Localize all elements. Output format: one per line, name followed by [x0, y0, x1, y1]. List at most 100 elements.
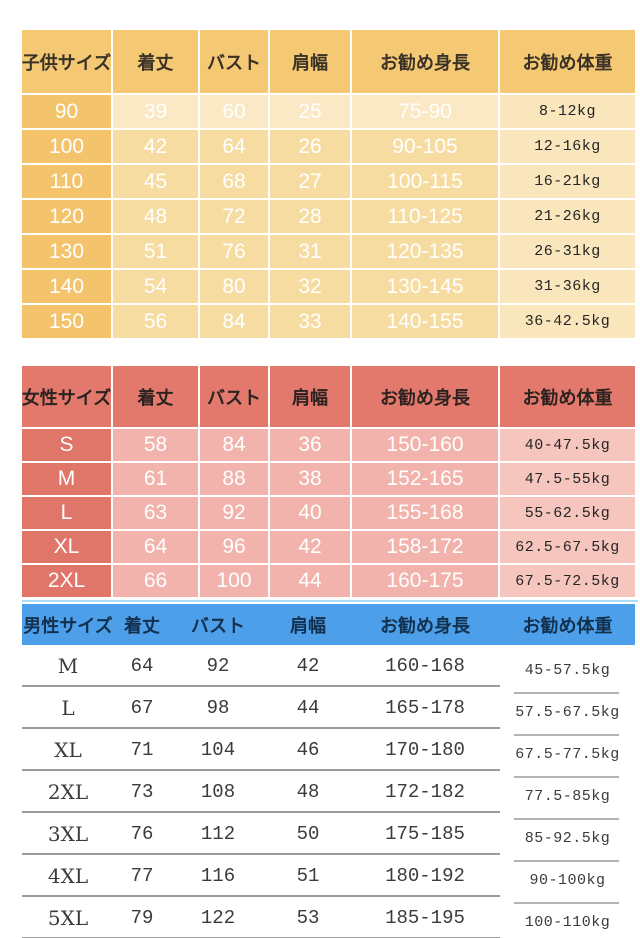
header-cell: 肩幅 — [270, 30, 350, 93]
size-cell: 140 — [22, 270, 111, 303]
value-cell: 172-182 — [385, 781, 465, 803]
value-cell: 130-145 — [352, 270, 498, 303]
value-cell: 108 — [200, 781, 236, 803]
value-cell: 54 — [113, 270, 198, 303]
table-row: 3XL 76 112 50 175-185 85-92.5kg — [22, 813, 635, 862]
header-cell: お勧め身長 — [352, 30, 498, 93]
header-cell: お勧め身長 — [380, 615, 470, 637]
value-cell: 63 — [113, 497, 198, 529]
value-cell: 84 — [200, 305, 268, 338]
value-cell: 110-125 — [352, 200, 498, 233]
value-cell: 64 — [130, 655, 154, 677]
size-cell: L — [22, 497, 111, 529]
weight-cell: 31-36kg — [500, 270, 635, 303]
size-cell: S — [22, 429, 111, 461]
table-row: L 67 98 44 165-178 57.5-67.5kg — [22, 687, 635, 736]
weight-cell: 36-42.5kg — [500, 305, 635, 338]
header-cell: バスト — [200, 30, 268, 93]
weight-cell: 62.5-67.5kg — [500, 531, 635, 563]
value-cell: 180-192 — [385, 865, 465, 887]
value-cell: 72 — [200, 200, 268, 233]
value-cell: 64 — [200, 130, 268, 163]
value-cell: 27 — [270, 165, 350, 198]
value-cell: 84 — [200, 429, 268, 461]
weight-cell: 12-16kg — [500, 130, 635, 163]
size-cell: 120 — [22, 200, 111, 233]
value-cell: 67 — [130, 697, 154, 719]
size-cell: 130 — [22, 235, 111, 268]
value-cell: 90-105 — [352, 130, 498, 163]
value-cell: 50 — [296, 823, 320, 845]
value-cell: 26 — [270, 130, 350, 163]
header-cell: 着丈 — [113, 366, 198, 427]
value-cell: 140-155 — [352, 305, 498, 338]
weight-cell: 85-92.5kg — [500, 813, 635, 862]
weight-cell: 16-21kg — [500, 165, 635, 198]
value-cell: 42 — [113, 130, 198, 163]
table-row: 4XL 77 116 51 180-192 90-100kg — [22, 855, 635, 904]
header-cell: バスト — [200, 366, 268, 427]
table-row: 5XL 79 122 53 185-195 100-110kg — [22, 897, 635, 938]
weight-cell: 67.5-77.5kg — [500, 729, 635, 778]
table-row: XL 71 104 46 170-180 67.5-77.5kg — [22, 729, 635, 778]
header-cell: お勧め体重 — [500, 30, 635, 93]
value-cell: 79 — [130, 907, 154, 929]
value-cell: 46 — [296, 739, 320, 761]
header-cell: バスト — [191, 615, 245, 637]
value-cell: 75-90 — [352, 95, 498, 128]
weight-cell: 21-26kg — [500, 200, 635, 233]
size-cell: 90 — [22, 95, 111, 128]
weight-cell: 67.5-72.5kg — [500, 565, 635, 597]
header-cell: お勧め身長 — [352, 366, 498, 427]
value-cell: 170-180 — [385, 739, 465, 761]
weight-cell: 8-12kg — [500, 95, 635, 128]
value-cell: 120-135 — [352, 235, 498, 268]
value-cell: 39 — [113, 95, 198, 128]
weight-cell: 45-57.5kg — [500, 645, 635, 694]
value-cell: 152-165 — [352, 463, 498, 495]
header-cell: 子供サイズ — [22, 30, 111, 93]
header-cell: 女性サイズ — [22, 366, 111, 427]
size-cell: 100 — [22, 130, 111, 163]
size-cell: M — [22, 463, 111, 495]
value-cell: 42 — [270, 531, 350, 563]
size-cell: 110 — [22, 165, 111, 198]
size-cell: XL — [22, 531, 111, 563]
value-cell: 44 — [296, 697, 320, 719]
value-cell: 60 — [200, 95, 268, 128]
value-cell: 45 — [113, 165, 198, 198]
value-cell: 160-175 — [352, 565, 498, 597]
size-cell: 4XL — [47, 864, 89, 888]
size-cell: 2XL — [22, 565, 111, 597]
value-cell: 100 — [200, 565, 268, 597]
value-cell: 64 — [113, 531, 198, 563]
value-cell: 53 — [296, 907, 320, 929]
size-cell: XL — [54, 738, 82, 762]
value-cell: 73 — [130, 781, 154, 803]
size-cell: M — [57, 654, 79, 678]
value-cell: 112 — [200, 823, 236, 845]
header-cell: 着丈 — [113, 30, 198, 93]
value-cell: 44 — [270, 565, 350, 597]
value-cell: 165-178 — [385, 697, 465, 719]
weight-cell: 55-62.5kg — [500, 497, 635, 529]
value-cell: 100-115 — [352, 165, 498, 198]
value-cell: 56 — [113, 305, 198, 338]
value-cell: 66 — [113, 565, 198, 597]
value-cell: 31 — [270, 235, 350, 268]
value-cell: 150-160 — [352, 429, 498, 461]
weight-cell: 90-100kg — [500, 855, 635, 904]
value-cell: 51 — [296, 865, 320, 887]
value-cell: 98 — [206, 697, 230, 719]
header-cell: 男性サイズ — [23, 615, 113, 637]
value-cell: 61 — [113, 463, 198, 495]
header-cell: 着丈 — [124, 615, 160, 637]
table-row: 2XL 73 108 48 172-182 77.5-85kg — [22, 771, 635, 820]
size-cell: 2XL — [47, 780, 89, 804]
value-cell: 185-195 — [385, 907, 465, 929]
men-table-top-divider — [22, 600, 638, 602]
value-cell: 122 — [200, 907, 236, 929]
value-cell: 48 — [113, 200, 198, 233]
value-cell: 51 — [113, 235, 198, 268]
